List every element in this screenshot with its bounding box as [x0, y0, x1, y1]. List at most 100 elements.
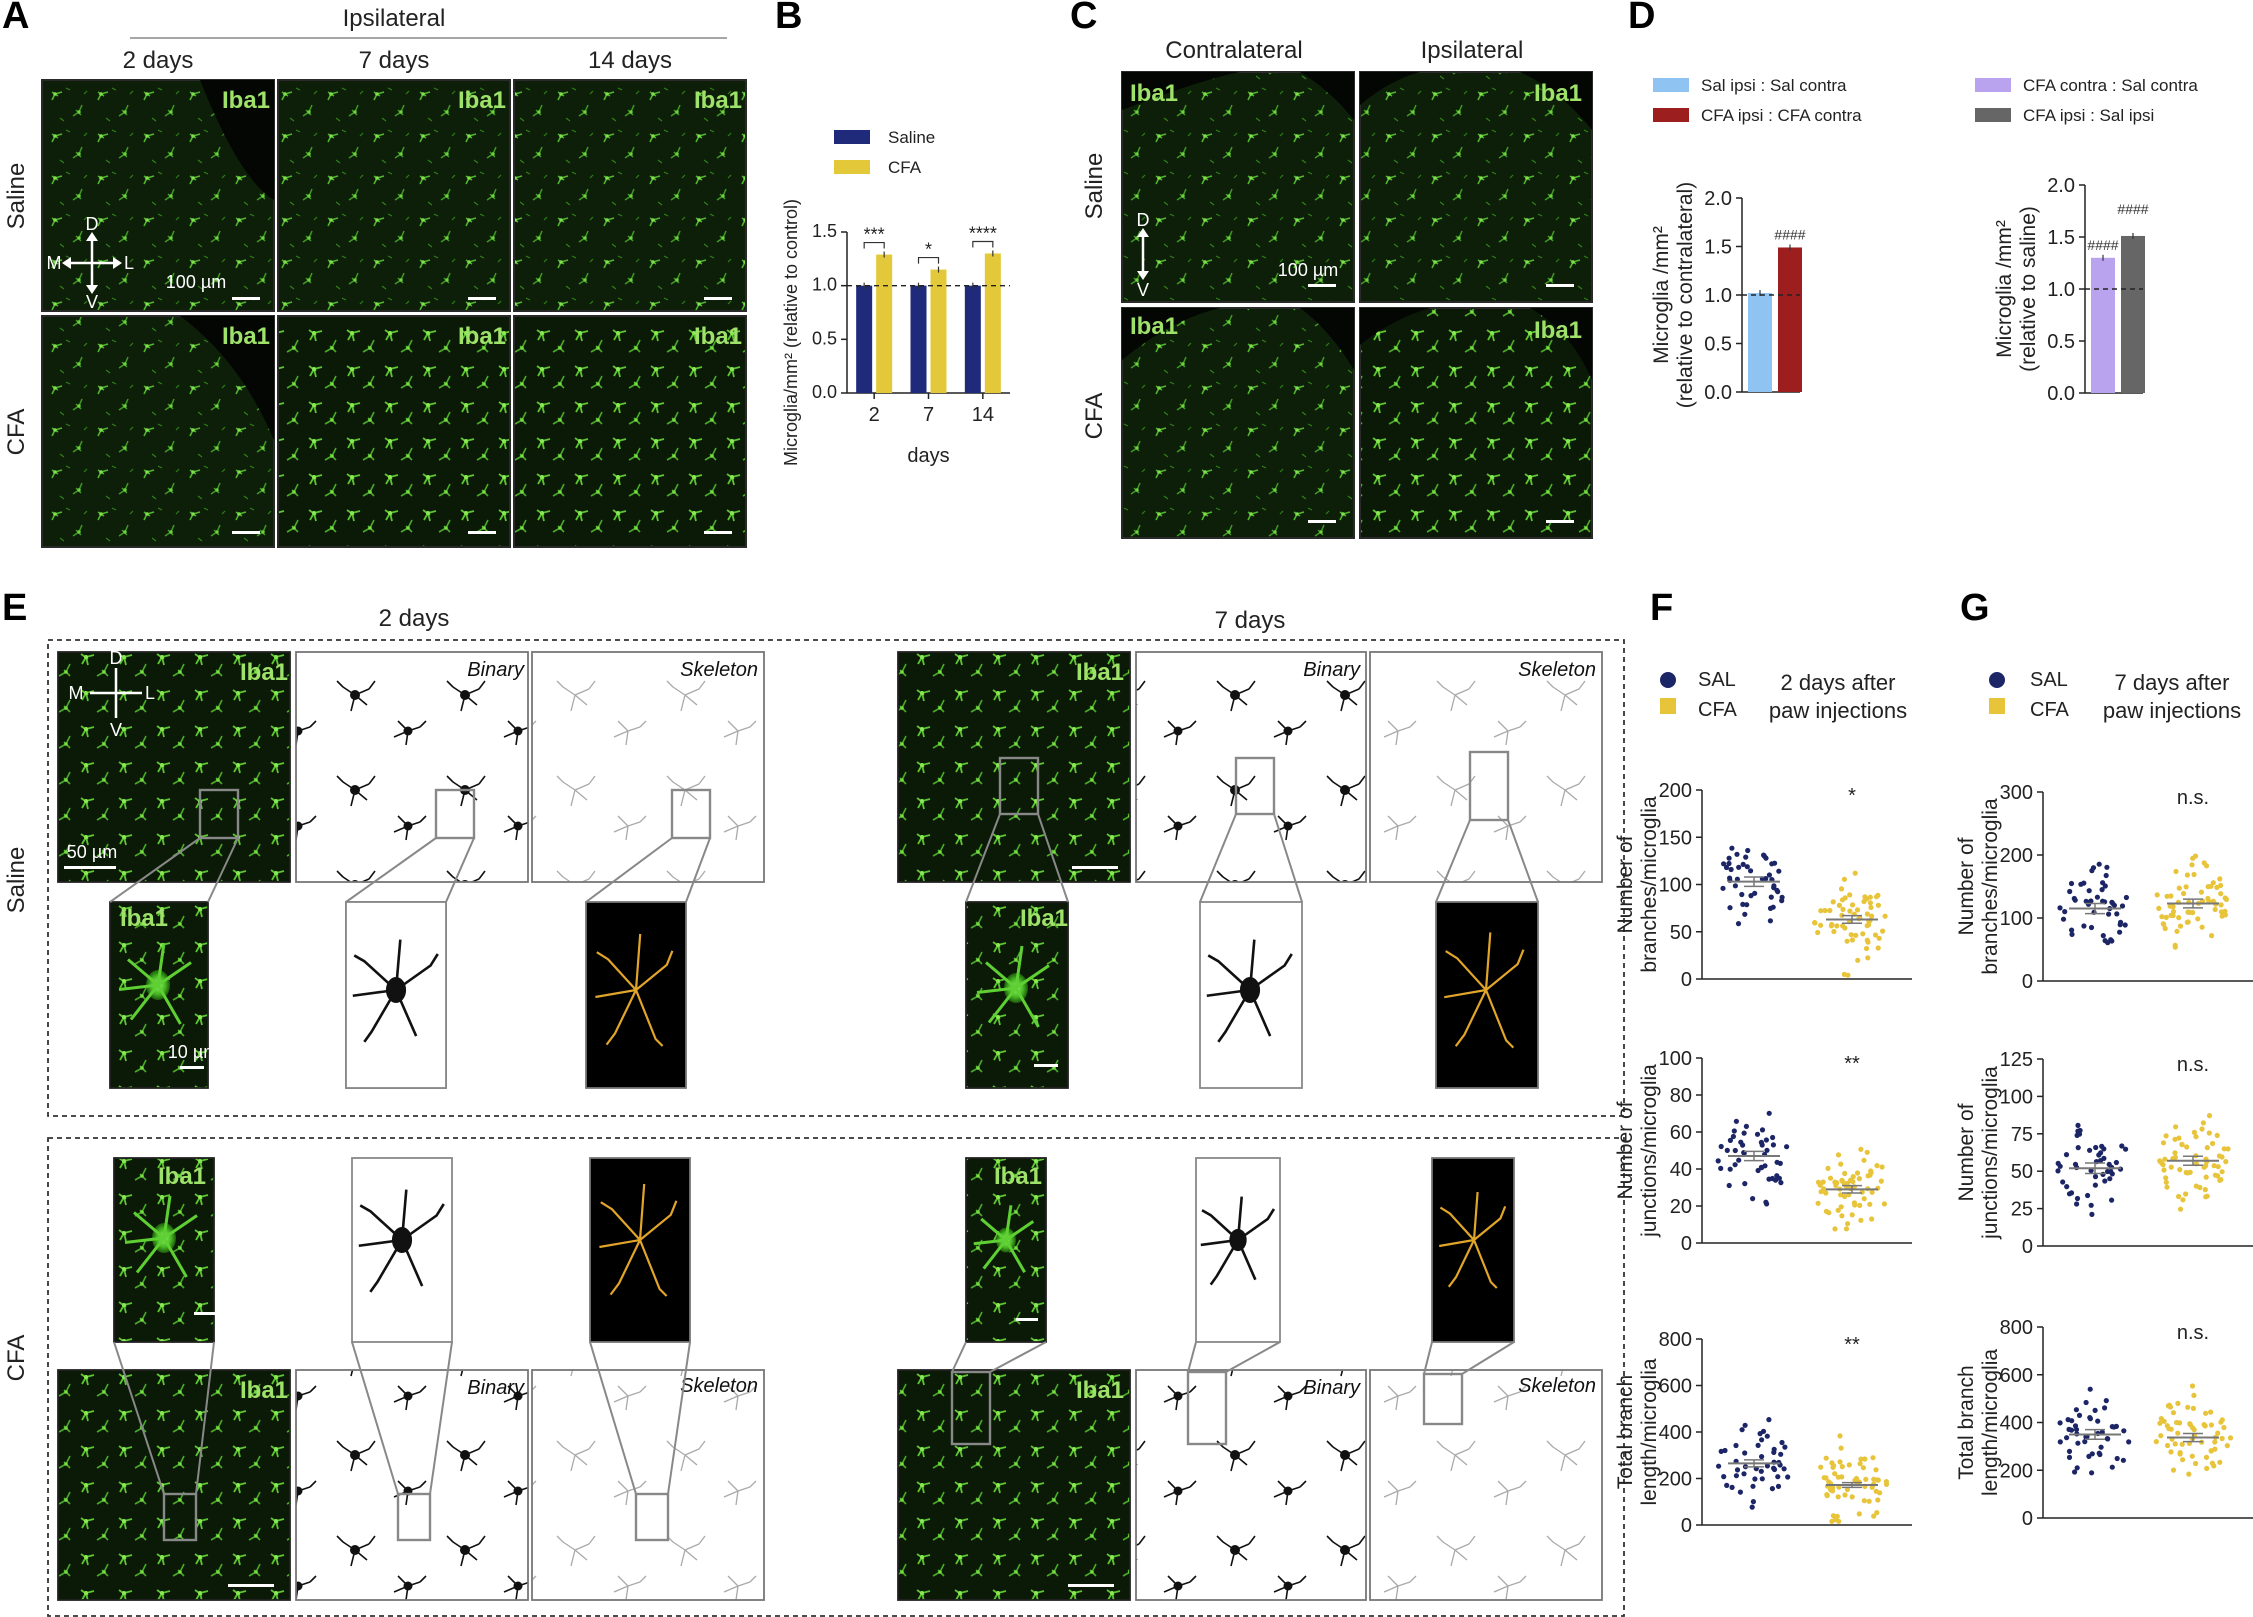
e-content: Iba1 Binary Skeleton Iba1 10 µm D V M L 50 µm Iba1… — [57, 648, 1603, 1601]
f1-dot-cfa — [1827, 907, 1833, 914]
f3-dot-sal — [1764, 1463, 1770, 1469]
g2-ytick-label: 50 — [2011, 1161, 2033, 1183]
f1-dot-sal — [1742, 911, 1748, 917]
g1-dot-cfa — [2161, 921, 2167, 927]
g2-dot-cfa — [2172, 1150, 2178, 1156]
g3-dot-sal — [2103, 1398, 2109, 1404]
g3-dot-cfa — [2170, 1410, 2177, 1416]
g2-dot-sal — [2088, 1202, 2094, 1208]
f2-dot-sal — [1758, 1139, 1764, 1145]
f2-dot-sal — [1741, 1130, 1747, 1136]
e-scale-bar — [64, 866, 116, 869]
f2-dot-sal — [1764, 1147, 1770, 1153]
g3-dot-cfa — [2158, 1433, 2164, 1439]
e-cfa2-zoom-cell-processes — [124, 1195, 198, 1278]
g1-dot-cfa — [2195, 916, 2201, 922]
d-right-ytick-label: 1.0 — [2047, 279, 2075, 301]
g1-dot-sal — [2104, 864, 2110, 870]
c-image-saline-ipsi — [1360, 72, 1592, 302]
e-zoom-connector — [1435, 819, 1539, 903]
e-cfa2-zoom-skel-cell-skeleton — [599, 1183, 678, 1297]
e-iba1-label: Iba1 — [1076, 1377, 1124, 1404]
g3-dot-sal — [2111, 1424, 2117, 1430]
f2-dot-sal — [1778, 1180, 1784, 1186]
g3-dot-cfa — [2191, 1427, 2197, 1433]
e-cfa7-skeleton-image-border — [1369, 1369, 1603, 1601]
g2-ytick-label: 25 — [2011, 1199, 2033, 1221]
g2-dot-sal — [2105, 1168, 2111, 1175]
d-right-ytick-label: 0.0 — [2047, 383, 2075, 405]
f-title-line1: 2 days after — [1781, 670, 1896, 695]
c-scale-label: 100 µm — [1278, 260, 1338, 280]
f2-dot-cfa — [1864, 1149, 1870, 1155]
g1-dot-cfa — [2210, 880, 2216, 886]
d-right-y-label-1: Microglia /mm² — [1993, 220, 2016, 358]
g3-ytick-label: 800 — [2000, 1317, 2033, 1339]
e-roi-box — [670, 788, 712, 840]
g3-dot-cfa — [2157, 1420, 2163, 1426]
f2-dot-sal — [1730, 1133, 1736, 1140]
g1-dot-cfa — [2190, 855, 2196, 861]
a-scale-bar — [468, 531, 496, 534]
e-sal7-zoom-bin-cell-processes — [1206, 939, 1293, 1043]
f3-dot-cfa — [1871, 1513, 1877, 1519]
f3-dot-cfa — [1883, 1481, 1890, 1487]
f1-dot-cfa — [1839, 912, 1845, 918]
g1-dot-cfa — [2219, 913, 2225, 919]
d-right-legend-label: CFA contra : Sal contra — [2023, 76, 2198, 95]
f3-y-label-1: Total branch — [1614, 1375, 1637, 1489]
f3-dot-cfa — [1874, 1510, 1880, 1516]
f3-dot-sal — [1742, 1450, 1748, 1456]
g2-dot-sal — [2075, 1145, 2081, 1151]
f1-dot-sal — [1727, 905, 1733, 911]
f1-dot-cfa — [1880, 928, 1886, 934]
c-image-saline-contra — [1122, 72, 1354, 302]
g2-dot-sal — [2057, 1163, 2063, 1169]
a-scale-label: 100 µm — [166, 272, 226, 292]
e-col-7days: 7 days — [1215, 607, 1286, 634]
f1-dot-cfa — [1863, 945, 1870, 952]
f2-dot-cfa — [1859, 1189, 1865, 1195]
f3-dot-cfa — [1871, 1476, 1877, 1482]
g2-sig-label: n.s. — [2177, 1054, 2209, 1076]
g1-dot-cfa — [2184, 872, 2190, 878]
g3-dot-cfa — [2185, 1404, 2191, 1410]
c-row-cfa: CFA — [1081, 393, 1108, 440]
d-right-legend-label: CFA ipsi : Sal ipsi — [2023, 106, 2154, 125]
e-zoom-connector — [585, 837, 711, 903]
f2-dot-cfa — [1861, 1157, 1867, 1163]
g3-dot-sal — [2066, 1454, 2073, 1460]
g-legend-cfa: CFA — [2030, 699, 2070, 721]
g2-dot-cfa — [2161, 1167, 2167, 1173]
f1-dot-sal — [1740, 901, 1746, 908]
g3-dot-cfa — [2189, 1453, 2195, 1459]
f1-dot-sal — [1775, 889, 1781, 895]
g-legend-sal: SAL — [2030, 669, 2068, 691]
f3-dot-cfa — [1844, 1487, 1850, 1493]
f1-dot-sal — [1768, 894, 1774, 900]
f1-y-label-2: branches/microglia — [1638, 796, 1661, 973]
f2-dot-sal — [1743, 1123, 1749, 1129]
g2-dot-cfa — [2225, 1146, 2231, 1152]
g2-dot-cfa — [2200, 1120, 2206, 1126]
f1-dot-cfa — [1875, 945, 1881, 951]
f2-dot-sal — [1759, 1165, 1765, 1171]
f1-ytick-label: 100 — [1659, 875, 1692, 897]
g2-dot-sal — [2102, 1178, 2108, 1184]
e-cfa7-zoom-skel-cell-skeleton — [1439, 1191, 1507, 1289]
g2-dot-cfa — [2203, 1194, 2209, 1200]
f2-dot-cfa — [1869, 1189, 1875, 1195]
f2-dot-sal — [1770, 1142, 1776, 1148]
f1-dot-cfa — [1840, 906, 1846, 913]
g2-dot-sal — [2074, 1201, 2080, 1207]
e-zoom-connector — [1199, 813, 1303, 903]
e-sal7-iba1-image-border — [897, 651, 1131, 883]
d-left-legend-label: Sal ipsi : Sal contra — [1701, 76, 1847, 95]
f3-dot-sal — [1729, 1484, 1735, 1490]
g3-dot-cfa — [2193, 1460, 2199, 1467]
panel-c: C Contralateral Ipsilateral Saline CFA I… — [1070, 0, 1593, 539]
f3-dot-sal — [1781, 1466, 1787, 1472]
c-tissue-edge — [1122, 72, 1240, 110]
panel-a: A Ipsilateral 2 days 7 days 14 days Sali… — [2, 0, 747, 548]
f1-dot-cfa — [1855, 957, 1861, 963]
